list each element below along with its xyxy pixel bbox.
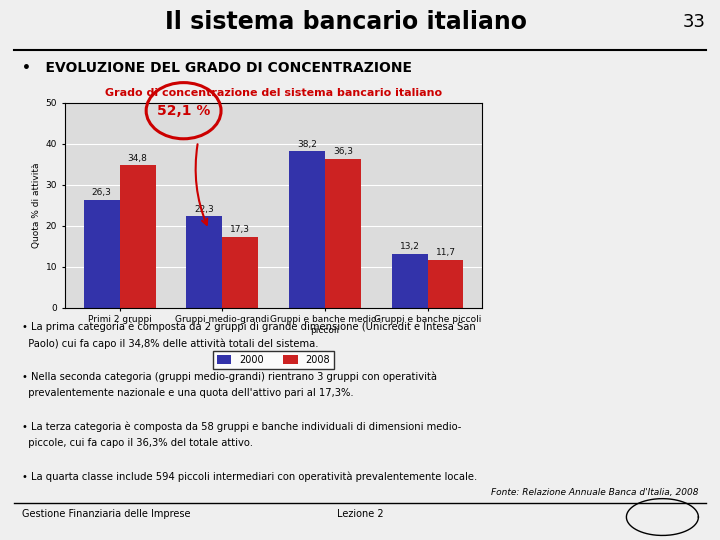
Bar <box>325 159 361 308</box>
Text: Il sistema bancario italiano: Il sistema bancario italiano <box>165 10 526 33</box>
Text: 17,3: 17,3 <box>230 225 251 234</box>
Text: Fonte: Relazione Annuale Banca d'Italia, 2008: Fonte: Relazione Annuale Banca d'Italia,… <box>491 488 698 497</box>
Text: piccole, cui fa capo il 36,3% del totale attivo.: piccole, cui fa capo il 36,3% del totale… <box>22 438 253 449</box>
Bar <box>392 254 428 308</box>
Text: 52,1 %: 52,1 % <box>157 104 210 118</box>
Text: prevalentemente nazionale e una quota dell'attivo pari al 17,3%.: prevalentemente nazionale e una quota de… <box>22 388 354 399</box>
Text: 34,8: 34,8 <box>127 153 148 163</box>
Bar <box>84 200 120 308</box>
Text: 33: 33 <box>683 12 706 31</box>
Text: Gestione Finanziaria delle Imprese: Gestione Finanziaria delle Imprese <box>22 509 190 519</box>
Legend: 2000, 2008: 2000, 2008 <box>213 351 334 369</box>
Bar <box>120 165 156 308</box>
Text: 36,3: 36,3 <box>333 147 353 157</box>
Bar <box>428 260 464 308</box>
Text: Paolo) cui fa capo il 34,8% delle attività totali del sistema.: Paolo) cui fa capo il 34,8% delle attivi… <box>22 338 318 348</box>
Text: 22,3: 22,3 <box>194 205 215 214</box>
Text: 13,2: 13,2 <box>400 242 420 251</box>
Text: • La prima categoria è composta da 2 gruppi di grande dimensione (Unicredit e In: • La prima categoria è composta da 2 gru… <box>22 321 475 332</box>
Bar <box>289 151 325 308</box>
Title: Grado di concentrazione del sistema bancario italiano: Grado di concentrazione del sistema banc… <box>105 87 442 98</box>
Bar <box>222 237 258 308</box>
Text: •   EVOLUZIONE DEL GRADO DI CONCENTRAZIONE: • EVOLUZIONE DEL GRADO DI CONCENTRAZIONE <box>22 61 412 75</box>
Text: • Nella seconda categoria (gruppi medio-grandi) rientrano 3 gruppi con operativi: • Nella seconda categoria (gruppi medio-… <box>22 372 436 382</box>
Text: 38,2: 38,2 <box>297 139 317 148</box>
Bar <box>186 217 222 308</box>
Text: • La quarta classe include 594 piccoli intermediari con operatività prevalenteme: • La quarta classe include 594 piccoli i… <box>22 472 477 482</box>
Text: • La terza categoria è composta da 58 gruppi e banche individuali di dimensioni : • La terza categoria è composta da 58 gr… <box>22 422 461 432</box>
Text: 11,7: 11,7 <box>436 248 456 258</box>
Text: Lezione 2: Lezione 2 <box>337 509 383 519</box>
Text: 26,3: 26,3 <box>92 188 112 198</box>
Y-axis label: Quota % di attività: Quota % di attività <box>32 163 42 248</box>
